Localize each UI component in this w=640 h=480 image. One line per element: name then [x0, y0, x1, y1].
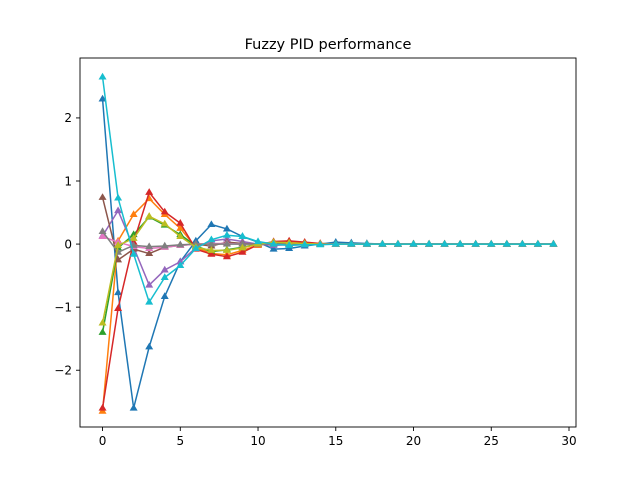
data-point-marker [269, 239, 278, 247]
data-point-marker [238, 239, 247, 247]
data-point-marker [502, 239, 511, 247]
data-point-marker [269, 244, 278, 252]
data-point-marker [207, 246, 216, 253]
data-point-marker [518, 239, 527, 247]
data-point-marker [549, 239, 558, 247]
data-point-marker [285, 241, 294, 248]
data-point-marker [425, 239, 434, 247]
data-point-marker [176, 240, 185, 248]
data-point-marker [440, 239, 449, 247]
data-point-marker [176, 261, 185, 269]
data-point-marker [145, 297, 154, 305]
data-point-marker [160, 219, 169, 227]
data-point-marker [207, 249, 216, 257]
data-point-marker [145, 212, 154, 219]
data-point-marker [114, 241, 123, 248]
y-tick-label: −1 [54, 300, 72, 314]
y-tick-label: 0 [64, 237, 72, 251]
data-point-marker [145, 280, 154, 288]
data-point-marker [145, 342, 154, 350]
x-tick-label: 10 [250, 434, 265, 448]
data-point-marker [98, 318, 107, 326]
data-point-marker [98, 232, 107, 240]
data-point-marker [222, 252, 231, 260]
x-tick-label: 15 [328, 434, 343, 448]
data-point-marker [160, 265, 169, 273]
axes: 0 5 10 15 20 25 30 −2 −1 0 1 2 [54, 57, 577, 448]
plot-area [98, 72, 558, 414]
data-point-marker [222, 246, 231, 253]
data-point-marker [98, 227, 107, 234]
data-point-marker [98, 328, 107, 335]
x-tick-label: 30 [561, 434, 576, 448]
data-point-marker [238, 232, 247, 240]
data-point-marker [207, 239, 216, 247]
data-point-marker [114, 304, 123, 311]
data-point-marker [176, 232, 185, 240]
data-point-marker [98, 72, 107, 80]
data-point-marker [98, 403, 107, 411]
data-point-marker [487, 239, 496, 247]
data-point-marker [238, 243, 247, 251]
data-point-marker [176, 224, 185, 231]
data-point-marker [160, 207, 169, 215]
y-tick-label: −2 [54, 364, 72, 378]
x-tick-label: 5 [176, 434, 184, 448]
y-tick-label: 2 [64, 111, 72, 125]
data-point-marker [145, 188, 154, 195]
data-point-marker [456, 239, 465, 247]
data-point-marker [471, 239, 480, 247]
axes-frame [79, 57, 577, 428]
data-point-marker [160, 273, 169, 281]
data-point-marker [254, 237, 263, 245]
data-point-marker [393, 239, 402, 247]
data-point-marker [362, 239, 371, 247]
data-point-marker [222, 239, 231, 247]
data-point-marker [238, 248, 247, 255]
data-point-marker [98, 193, 107, 200]
data-point-marker [409, 239, 418, 247]
data-point-marker [331, 239, 340, 247]
x-tick-label: 20 [406, 434, 421, 448]
data-point-marker [207, 235, 216, 243]
data-point-marker [347, 239, 356, 247]
data-point-marker [145, 242, 154, 250]
data-point-marker [114, 193, 123, 201]
chart-title: Fuzzy PID performance [245, 37, 412, 53]
y-tick-label: 1 [64, 174, 72, 188]
data-point-marker [222, 231, 231, 238]
data-point-marker [114, 288, 123, 296]
data-point-marker [176, 219, 185, 226]
data-point-marker [98, 94, 107, 102]
data-point-marker [145, 249, 154, 257]
data-point-marker [207, 220, 216, 228]
data-point-marker [160, 292, 169, 299]
data-point-marker [191, 244, 200, 252]
x-tick-label: 25 [484, 434, 499, 448]
data-point-marker [160, 241, 169, 249]
data-point-marker [114, 255, 123, 263]
series-group [98, 72, 558, 414]
data-point-marker [300, 240, 309, 248]
data-point-marker [316, 240, 325, 248]
x-tick-label: 0 [99, 434, 107, 448]
data-point-marker [129, 210, 138, 217]
data-point-marker [222, 224, 231, 232]
data-point-marker [129, 234, 138, 241]
data-point-marker [129, 249, 138, 257]
data-point-marker [114, 206, 123, 214]
series-10 [98, 72, 558, 305]
data-point-marker [129, 403, 138, 411]
data-point-marker [378, 239, 387, 247]
data-point-marker [533, 239, 542, 247]
